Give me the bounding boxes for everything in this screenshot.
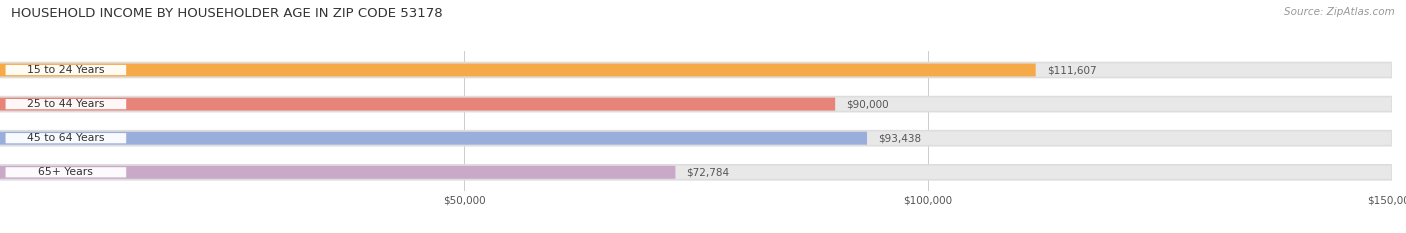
Text: 45 to 64 Years: 45 to 64 Years xyxy=(27,133,104,143)
FancyBboxPatch shape xyxy=(6,65,127,75)
FancyBboxPatch shape xyxy=(6,133,127,143)
Text: Source: ZipAtlas.com: Source: ZipAtlas.com xyxy=(1284,7,1395,17)
Text: 65+ Years: 65+ Years xyxy=(38,167,93,177)
FancyBboxPatch shape xyxy=(0,131,1392,146)
Text: $111,607: $111,607 xyxy=(1047,65,1097,75)
FancyBboxPatch shape xyxy=(0,132,868,145)
FancyBboxPatch shape xyxy=(0,98,835,111)
FancyBboxPatch shape xyxy=(0,165,1392,180)
FancyBboxPatch shape xyxy=(0,64,1036,76)
FancyBboxPatch shape xyxy=(0,166,675,179)
FancyBboxPatch shape xyxy=(6,99,127,109)
FancyBboxPatch shape xyxy=(0,62,1392,78)
Text: $93,438: $93,438 xyxy=(879,133,921,143)
FancyBboxPatch shape xyxy=(0,97,1392,112)
Text: $72,784: $72,784 xyxy=(686,167,730,177)
Text: 25 to 44 Years: 25 to 44 Years xyxy=(27,99,104,109)
Text: $90,000: $90,000 xyxy=(846,99,889,109)
Text: 15 to 24 Years: 15 to 24 Years xyxy=(27,65,104,75)
FancyBboxPatch shape xyxy=(6,167,127,177)
Text: HOUSEHOLD INCOME BY HOUSEHOLDER AGE IN ZIP CODE 53178: HOUSEHOLD INCOME BY HOUSEHOLDER AGE IN Z… xyxy=(11,7,443,20)
